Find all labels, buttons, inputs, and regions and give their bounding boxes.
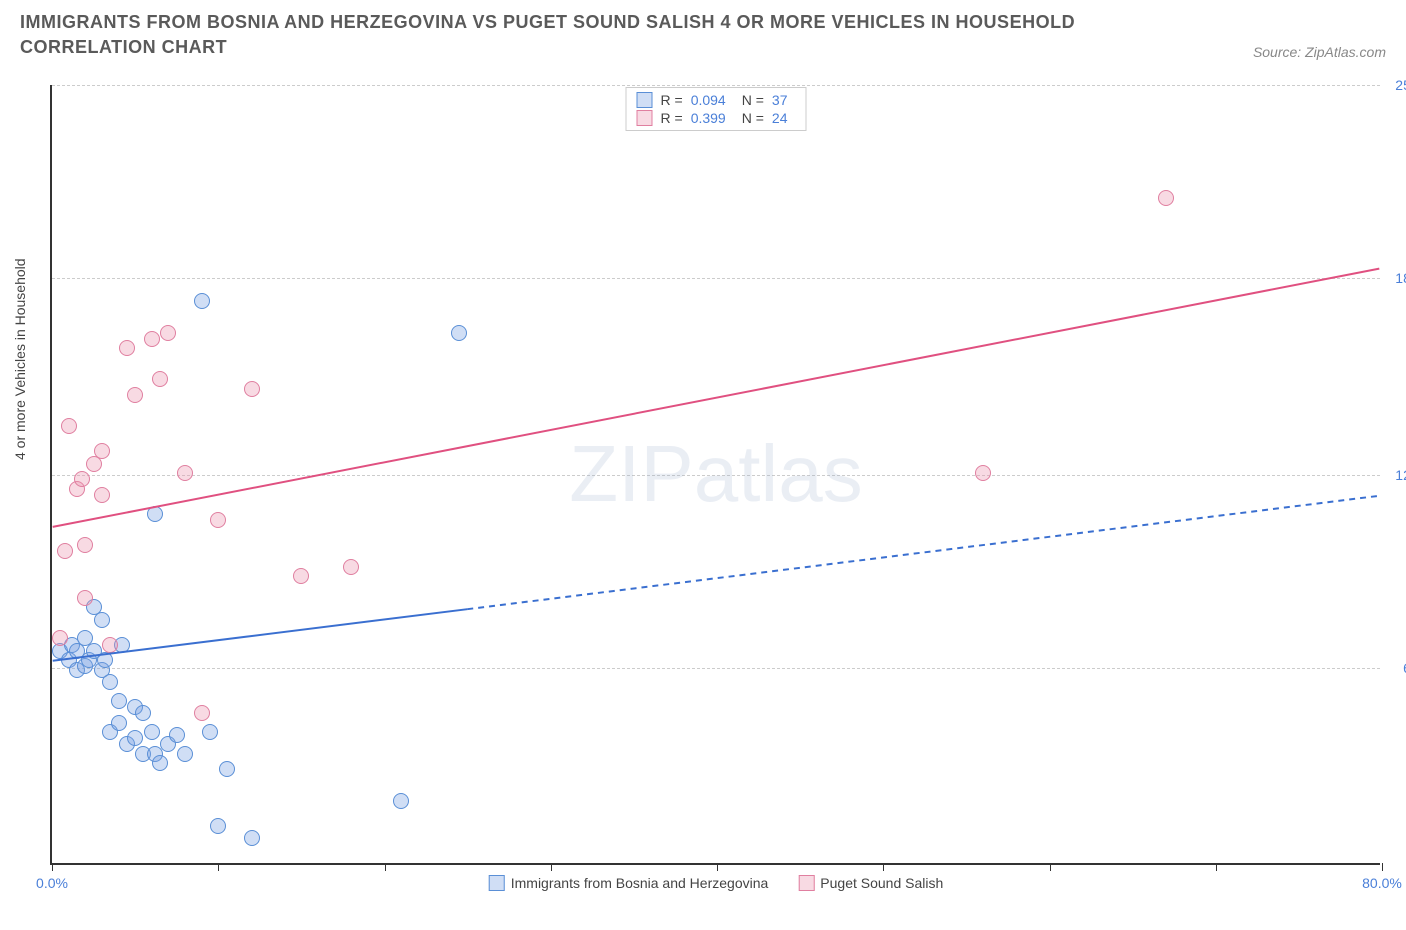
data-point-pink xyxy=(210,512,226,528)
n-value: 37 xyxy=(772,92,788,108)
trend-line-pink xyxy=(53,269,1380,527)
data-point-blue xyxy=(202,724,218,740)
legend-label: Immigrants from Bosnia and Herzegovina xyxy=(511,875,769,891)
data-point-blue xyxy=(152,755,168,771)
data-point-blue xyxy=(169,727,185,743)
r-label: R = xyxy=(661,92,683,108)
x-tick-label: 80.0% xyxy=(1362,875,1402,891)
data-point-pink xyxy=(343,559,359,575)
legend-item-pink: Puget Sound Salish xyxy=(798,875,943,891)
x-tick xyxy=(1216,863,1217,871)
data-point-pink xyxy=(94,487,110,503)
data-point-pink xyxy=(152,371,168,387)
gridline xyxy=(52,278,1380,279)
n-label: N = xyxy=(742,110,764,126)
data-point-blue xyxy=(111,715,127,731)
data-point-blue xyxy=(177,746,193,762)
data-point-blue xyxy=(102,674,118,690)
data-point-pink xyxy=(1158,190,1174,206)
data-point-pink xyxy=(177,465,193,481)
legend-item-blue: Immigrants from Bosnia and Herzegovina xyxy=(489,875,769,891)
data-point-blue xyxy=(244,830,260,846)
data-point-blue xyxy=(127,730,143,746)
data-point-pink xyxy=(52,630,68,646)
data-point-pink xyxy=(244,381,260,397)
r-value: 0.094 xyxy=(691,92,726,108)
data-point-pink xyxy=(61,418,77,434)
chart-plot-area: ZIPatlas R = 0.094N = 37R = 0.399N = 24 … xyxy=(50,85,1380,865)
data-point-pink xyxy=(194,705,210,721)
data-point-pink xyxy=(293,568,309,584)
x-tick-label: 0.0% xyxy=(36,875,68,891)
data-point-blue xyxy=(194,293,210,309)
data-point-pink xyxy=(102,637,118,653)
data-point-blue xyxy=(393,793,409,809)
data-point-blue xyxy=(219,761,235,777)
trend-line-blue xyxy=(53,609,468,661)
regression-lines-layer xyxy=(52,85,1380,863)
x-tick xyxy=(385,863,386,871)
data-point-pink xyxy=(127,387,143,403)
data-point-pink xyxy=(160,325,176,341)
data-point-blue xyxy=(144,724,160,740)
chart-title: IMMIGRANTS FROM BOSNIA AND HERZEGOVINA V… xyxy=(20,10,1140,60)
swatch-blue-icon xyxy=(637,92,653,108)
swatch-pink-icon xyxy=(798,875,814,891)
data-point-pink xyxy=(77,590,93,606)
r-label: R = xyxy=(661,110,683,126)
data-point-blue xyxy=(97,652,113,668)
x-tick xyxy=(717,863,718,871)
stats-legend: R = 0.094 N = 37 R = 0.399 N = 24 xyxy=(626,87,807,131)
watermark: ZIPatlas xyxy=(569,428,862,520)
data-point-blue xyxy=(210,818,226,834)
stats-legend-row-pink: R = 0.399 N = 24 xyxy=(637,110,796,126)
y-axis-label: 4 or more Vehicles in Household xyxy=(12,258,28,460)
gridline xyxy=(52,668,1380,669)
stats-legend-row-blue: R = 0.094 N = 37 xyxy=(637,92,796,108)
x-tick xyxy=(883,863,884,871)
data-point-pink xyxy=(144,331,160,347)
data-point-blue xyxy=(94,612,110,628)
data-point-blue xyxy=(451,325,467,341)
x-tick xyxy=(218,863,219,871)
n-value: 24 xyxy=(772,110,788,126)
gridline xyxy=(52,85,1380,86)
trend-line-dashed-blue xyxy=(467,496,1379,609)
data-point-pink xyxy=(94,443,110,459)
n-label: N = xyxy=(742,92,764,108)
series-legend: Immigrants from Bosnia and Herzegovina Pu… xyxy=(489,875,944,891)
x-tick xyxy=(1050,863,1051,871)
x-tick xyxy=(551,863,552,871)
data-point-pink xyxy=(975,465,991,481)
swatch-blue-icon xyxy=(489,875,505,891)
swatch-pink-icon xyxy=(637,110,653,126)
r-value: 0.399 xyxy=(691,110,726,126)
data-point-blue xyxy=(111,693,127,709)
data-point-pink xyxy=(119,340,135,356)
x-tick xyxy=(1382,863,1383,871)
data-point-pink xyxy=(77,537,93,553)
legend-label: Puget Sound Salish xyxy=(820,875,943,891)
y-tick-label: 12.5% xyxy=(1395,467,1406,483)
gridline xyxy=(52,475,1380,476)
x-tick xyxy=(52,863,53,871)
data-point-pink xyxy=(57,543,73,559)
y-tick-label: 18.8% xyxy=(1395,270,1406,286)
y-tick-label: 25.0% xyxy=(1395,77,1406,93)
source-attribution: Source: ZipAtlas.com xyxy=(1253,44,1386,60)
data-point-pink xyxy=(74,471,90,487)
data-point-blue xyxy=(135,705,151,721)
data-point-blue xyxy=(147,506,163,522)
